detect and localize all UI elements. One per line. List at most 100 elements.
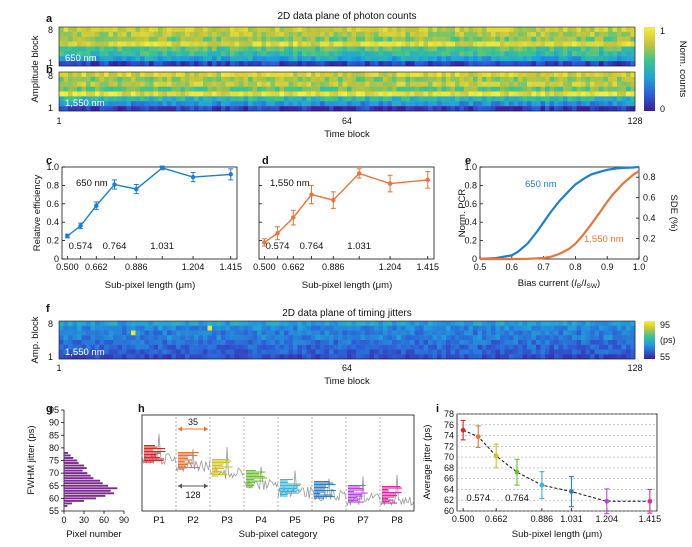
heatmap-cell: [63, 72, 69, 78]
heatmap-cell: [225, 325, 231, 331]
heatmap-cell: [419, 335, 424, 341]
heatmap-cell: [234, 101, 240, 107]
heatmap-cell: [297, 56, 303, 62]
heatmap-cell: [446, 101, 451, 107]
heatmap-cell: [315, 31, 321, 37]
heatmap-cell: [185, 56, 190, 62]
heatmap-cell: [329, 106, 334, 112]
heatmap-cell: [176, 72, 181, 78]
heatmap-cell: [540, 325, 546, 331]
heatmap-cell: [441, 354, 447, 360]
heatmap-cell: [450, 36, 456, 42]
heatmap-cell: [360, 321, 366, 326]
heatmap-cell: [261, 27, 267, 33]
heatmap-cell: [225, 344, 231, 350]
heatmap-cell: [513, 36, 519, 42]
heatmap-cell: [531, 51, 537, 57]
category-bar: [144, 449, 154, 451]
heatmap-cell: [158, 72, 163, 78]
heatmap-cell: [176, 61, 181, 67]
heatmap-cell: [234, 76, 240, 82]
heatmap-cell: [459, 86, 465, 92]
y-tick-label: 60: [444, 506, 454, 516]
heatmap-cell: [356, 81, 361, 87]
heatmap-cell: [68, 325, 73, 331]
heatmap-cell: [288, 321, 294, 326]
heatmap-cell: [270, 51, 276, 57]
x-tick-label: 0.5: [474, 262, 487, 272]
heatmap-cell: [153, 76, 159, 82]
heatmap-cell: [419, 76, 424, 82]
heatmap-cell: [324, 325, 330, 331]
heatmap-cell: [401, 96, 406, 102]
heatmap-cell: [77, 41, 82, 47]
heatmap-cell: [261, 76, 267, 82]
heatmap-cell: [126, 321, 132, 326]
heatmap-cell: [297, 76, 303, 82]
heatmap-cell: [135, 91, 141, 97]
heatmap-cell: [99, 321, 105, 326]
heatmap-cell: [257, 27, 262, 33]
heatmap-cell: [117, 41, 123, 47]
heatmap-cell: [158, 330, 163, 336]
heatmap-cell: [158, 354, 163, 360]
heatmap-cell: [360, 96, 366, 102]
heatmap-cell: [144, 76, 150, 82]
heatmap-cell: [432, 56, 438, 62]
heatmap-f-ylabel: Amp. block: [30, 316, 41, 363]
heatmap-cell: [297, 36, 303, 42]
heatmap-cell: [585, 321, 591, 326]
heatmap-cell: [405, 86, 411, 92]
heatmap-cell: [594, 56, 600, 62]
heatmap-cell: [135, 106, 141, 112]
heatmap-cell: [158, 46, 163, 52]
heatmap-cell: [347, 330, 352, 336]
panel-e-xlabel: Bias current (IB/ISW): [518, 278, 600, 290]
heatmap-cell: [626, 106, 631, 112]
heatmap-cell: [270, 56, 276, 62]
heatmap-cell: [297, 81, 303, 87]
heatmap-cell: [423, 101, 429, 107]
heatmap-cell: [374, 354, 379, 360]
heatmap-cell: [117, 354, 123, 360]
heatmap-cell: [338, 36, 343, 42]
heatmap-cell: [441, 335, 447, 341]
heatmap-cell: [284, 101, 289, 107]
heatmap-cell: [450, 106, 456, 112]
heatmap-cell: [243, 96, 249, 102]
heatmap-cell: [527, 36, 532, 42]
heatmap-cell: [356, 101, 361, 107]
x-tick-inner-label: 0.764: [300, 241, 324, 252]
heatmap-cell: [531, 86, 537, 92]
heatmap-cell: [410, 46, 415, 52]
heatmap-cell: [302, 41, 307, 47]
heatmap-cell: [221, 340, 226, 345]
heatmap-cell: [171, 36, 177, 42]
heatmap-cell: [194, 340, 199, 345]
heatmap-cell: [608, 51, 613, 57]
heatmap-cell: [603, 27, 609, 33]
heatmap-cell: [99, 335, 105, 341]
heatmap-cell: [293, 330, 298, 336]
heatmap-cell: [104, 96, 109, 102]
heatmap-cell: [527, 321, 532, 326]
heatmap-cell: [545, 61, 550, 67]
heatmap-cell: [221, 51, 226, 57]
heatmap-cell: [419, 106, 424, 112]
heatmap-cell: [239, 72, 244, 78]
heatmap-cell: [509, 72, 514, 78]
category-bar: [178, 452, 199, 454]
x-tick-inner-label: 1.031: [150, 241, 174, 252]
heatmap-cell: [392, 72, 397, 78]
heatmap-cell: [311, 91, 316, 97]
heatmap-cell: [549, 86, 555, 92]
heatmap-cell: [135, 41, 141, 47]
panel-letter-i: i: [436, 403, 439, 415]
heatmap-cell: [491, 81, 496, 87]
heatmap-cell: [158, 41, 163, 47]
heatmap-cell: [104, 81, 109, 87]
heatmap-cell: [491, 51, 496, 57]
heatmap-cell: [72, 61, 78, 67]
heatmap-cell: [554, 41, 559, 47]
y-tick-right-label: 0: [643, 254, 648, 264]
